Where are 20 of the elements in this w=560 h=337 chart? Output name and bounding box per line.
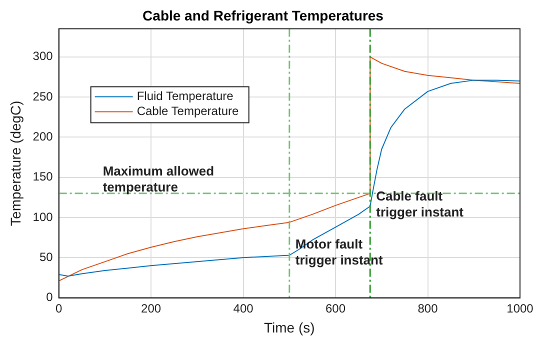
legend-label: Cable Temperature bbox=[136, 104, 239, 118]
x-tick-label: 400 bbox=[233, 301, 254, 316]
ref-line-label: Cable fault trigger instant bbox=[376, 188, 464, 220]
x-tick-label: 600 bbox=[326, 301, 346, 316]
y-tick-label: 200 bbox=[32, 130, 54, 144]
legend-label: Fluid Temperature bbox=[136, 89, 234, 104]
x-axis-title: Time (s) bbox=[264, 319, 315, 336]
ref-line-label: Maximum allowed temperature bbox=[102, 163, 214, 194]
chart-title: Cable and Refrigerant Temperatures bbox=[142, 7, 384, 24]
y-tick-label: 100 bbox=[32, 210, 54, 224]
x-tick-label: 1000 bbox=[506, 301, 534, 316]
x-tick-label: 200 bbox=[141, 301, 162, 316]
y-tick-label: 0 bbox=[46, 290, 54, 304]
y-axis-title: Temperature (degC) bbox=[7, 100, 24, 226]
y-tick-label: 150 bbox=[32, 170, 54, 184]
x-tick-label: 0 bbox=[55, 301, 62, 316]
y-tick-label: 50 bbox=[39, 250, 54, 264]
y-tick-label: 300 bbox=[32, 49, 54, 64]
x-tick-label: 800 bbox=[418, 301, 438, 316]
y-tick-label: 250 bbox=[32, 89, 54, 104]
